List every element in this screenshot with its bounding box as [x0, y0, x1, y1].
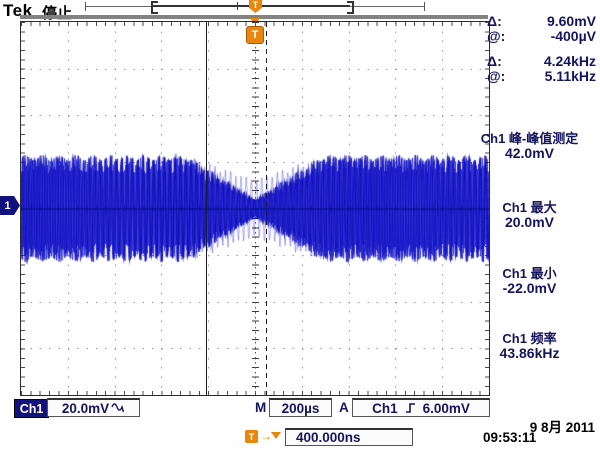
at-label: @:: [487, 68, 506, 84]
trigger-level: 6.00mV: [422, 400, 470, 416]
cursor-delta-t-row: Δ: 4.24kHz: [487, 54, 596, 69]
arrow-down-icon: [271, 432, 281, 439]
graticule: [20, 21, 490, 396]
measurement-value: -22.0mV: [502, 280, 557, 296]
trigger-position-readout: 400.000ns: [285, 428, 413, 446]
measurement-frequency: Ch1 频率 43.86kHz: [461, 331, 598, 361]
channel-1-badge: Ch1: [14, 399, 49, 418]
measurement-value: 20.0mV: [504, 214, 555, 230]
trigger-flag-icon: T: [249, 0, 262, 13]
acquisition-status: 停止: [42, 5, 73, 22]
at-v-value: -400µV: [550, 28, 596, 44]
at-t-value: 5.11kHz: [544, 68, 596, 84]
measurement-pk2pk: Ch1 峰-峰值测定 42.0mV: [461, 131, 598, 161]
record-window-right-bracket: [347, 1, 354, 14]
vertical-scale-readout: 20.0mV: [47, 398, 140, 417]
record-window-left-bracket: [151, 1, 158, 14]
delta-label: Δ:: [487, 53, 502, 69]
cursor-readout-panel: Δ: 9.60mV @: -400µV Δ: 4.24kHz @: 5.11kH…: [487, 14, 596, 84]
top-ruler-bar: [20, 15, 488, 19]
trigger-t-small-icon: T: [245, 430, 258, 443]
measurement-label: Ch1 最小: [502, 266, 557, 281]
cursor-1-line: [206, 22, 207, 395]
time-display: 09:53:11: [483, 430, 537, 445]
measurement-label: Ch1 最大: [502, 200, 557, 215]
trigger-t-badge-icon: T: [246, 26, 264, 44]
arrow-right-icon: →: [260, 429, 272, 443]
delta-label: Δ:: [487, 13, 502, 29]
date-display: 9 8月 2011: [529, 420, 595, 435]
measurement-value: 42.0mV: [504, 145, 555, 161]
auto-trigger-label: A: [339, 400, 349, 415]
waveform-trace: [21, 22, 489, 395]
record-start-tick: [85, 2, 86, 11]
measurement-label: Ch1 峰-峰值测定: [480, 131, 579, 146]
channel-1-marker: 1: [0, 196, 20, 215]
record-view-tick: [237, 2, 238, 10]
rising-edge-icon: [405, 403, 415, 413]
trigger-source: Ch1: [372, 400, 398, 416]
measurement-min: Ch1 最小 -22.0mV: [461, 266, 598, 296]
main-timebase-label: M: [255, 400, 267, 415]
cursor-at-v-row: @: -400µV: [487, 29, 596, 44]
ac-coupling-sine-icon: [111, 403, 125, 413]
cursor-delta-v-row: Δ: 9.60mV: [487, 14, 596, 29]
cursor-2-line: [266, 22, 267, 395]
timebase-readout: 200µs: [269, 398, 332, 417]
vertical-scale-value: 20.0mV: [61, 400, 110, 416]
at-label: @:: [487, 28, 506, 44]
measurement-label: Ch1 频率: [502, 331, 557, 346]
trigger-readout: Ch1 6.00mV: [352, 398, 490, 417]
delta-v-value: 9.60mV: [546, 13, 596, 29]
record-end-tick: [424, 2, 425, 11]
delta-t-value: 4.24kHz: [543, 53, 596, 69]
cursor-at-t-row: @: 5.11kHz: [487, 69, 596, 84]
measurement-max: Ch1 最大 20.0mV: [461, 200, 598, 230]
measurement-value: 43.86kHz: [499, 345, 560, 361]
